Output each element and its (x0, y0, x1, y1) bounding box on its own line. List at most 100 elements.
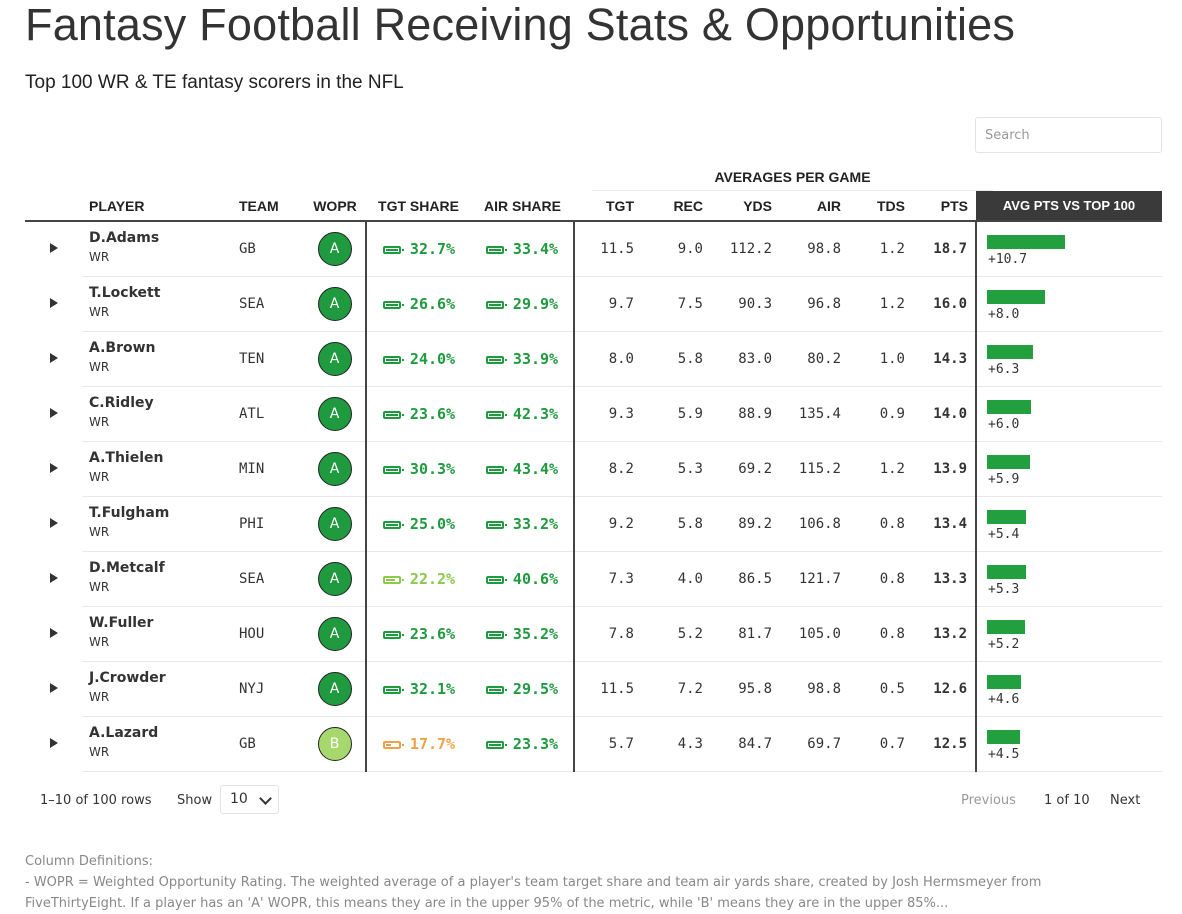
col-header-wopr[interactable]: WOPR (304, 191, 366, 222)
col-header-yds[interactable]: YDS (711, 191, 780, 222)
table-row: A.Lazard WR GB B 17.7% 23.3% 5.7 4.3 84.… (25, 716, 1162, 772)
col-header-player[interactable]: PLAYER (82, 191, 239, 222)
triangle-right-icon[interactable] (49, 518, 58, 528)
wopr-cell: A (304, 551, 366, 607)
expand-cell[interactable] (25, 332, 82, 387)
triangle-right-icon[interactable] (49, 463, 58, 473)
col-header-air[interactable]: AIR (780, 191, 849, 222)
col-header-tds[interactable]: TDS (849, 191, 913, 222)
player-name: D.Metcalf (89, 560, 165, 576)
page-size-select[interactable]: 10 (220, 785, 279, 814)
avg-pts-value: +5.3 (988, 582, 1020, 597)
expand-cell[interactable] (25, 552, 82, 607)
avg-pts-bar (987, 345, 1033, 359)
pts-cell: 18.7 (913, 221, 977, 277)
pts-cell: 13.9 (913, 441, 977, 497)
col-header-tgt-share[interactable]: TGT SHARE (366, 191, 471, 222)
tgt-share-value: 17.7% (409, 735, 456, 753)
tgt-share-value: 24.0% (409, 350, 456, 368)
wopr-grade-badge: A (317, 617, 352, 651)
team-cell: HOU (239, 606, 304, 662)
expand-cell[interactable] (25, 387, 82, 442)
triangle-right-icon[interactable] (49, 243, 58, 254)
previous-page-button[interactable]: Previous (961, 793, 1016, 808)
triangle-right-icon[interactable] (49, 573, 58, 583)
wopr-cell: A (304, 496, 366, 552)
air-share-cell: 43.4% (471, 441, 575, 497)
avg-pts-value: +6.0 (988, 417, 1020, 432)
tgt-cell: 8.2 (574, 441, 642, 497)
table-row: D.Metcalf WR SEA A 22.2% 40.6% 7.3 4.0 8… (25, 551, 1162, 607)
player-cell: T.Fulgham WR (82, 496, 239, 552)
pts-cell: 13.4 (913, 496, 977, 552)
team-cell: MIN (239, 441, 304, 497)
col-header-pts[interactable]: PTS (913, 191, 976, 222)
tgt-share-cell: 30.3% (365, 441, 471, 497)
page-title: Fantasy Football Receiving Stats & Oppor… (25, 0, 1016, 50)
battery-icon (485, 520, 507, 529)
tds-cell: 1.2 (849, 221, 913, 277)
air-cell: 105.0 (780, 606, 849, 662)
avg-pts-vs-top-100-cell: +4.6 (976, 661, 1162, 717)
player-cell: T.Lockett WR (82, 276, 239, 332)
air-share-value: 42.3% (512, 405, 559, 423)
player-name: A.Lazard (89, 725, 159, 741)
expand-cell[interactable] (25, 277, 82, 332)
expand-cell[interactable] (25, 662, 82, 717)
definitions-wopr-line-2: FiveThirtyEight. If a player has an 'A' … (25, 896, 949, 911)
col-header-tgt[interactable]: TGT (574, 191, 642, 222)
avg-pts-vs-top-100-cell: +5.9 (976, 441, 1162, 497)
definitions-wopr-line: - WOPR = Weighted Opportunity Rating. Th… (25, 875, 1042, 890)
player-position: WR (89, 635, 110, 649)
expand-cell[interactable] (25, 442, 82, 497)
battery-icon (485, 685, 507, 694)
yds-cell: 95.8 (711, 661, 780, 717)
air-share-value: 23.3% (512, 735, 559, 753)
battery-icon (485, 740, 507, 749)
player-cell: W.Fuller WR (82, 606, 239, 662)
col-header-team[interactable]: TEAM (239, 191, 304, 222)
col-header-avg-pts-vs-top-100[interactable]: AVG PTS VS TOP 100 (976, 191, 1162, 222)
air-cell: 115.2 (780, 441, 849, 497)
tgt-cell: 7.8 (574, 606, 642, 662)
triangle-right-icon[interactable] (49, 408, 58, 418)
triangle-right-icon[interactable] (49, 353, 58, 363)
triangle-right-icon[interactable] (49, 628, 58, 638)
next-page-button[interactable]: Next (1110, 793, 1141, 808)
tgt-cell: 9.3 (574, 386, 642, 442)
table-row: T.Fulgham WR PHI A 25.0% 33.2% 9.2 5.8 8… (25, 496, 1162, 552)
page-size-label: Show (177, 793, 213, 808)
player-cell: J.Crowder WR (82, 661, 239, 717)
expand-cell[interactable] (25, 497, 82, 552)
avg-pts-value: +6.3 (988, 362, 1020, 377)
tgt-share-value: 32.7% (409, 240, 456, 258)
team-cell: PHI (239, 496, 304, 552)
rec-cell: 9.0 (642, 221, 711, 277)
definitions-heading: Column Definitions: (25, 854, 154, 869)
expand-cell[interactable] (25, 221, 82, 277)
row-info: 1–10 of 100 rows (40, 793, 152, 808)
tgt-share-cell: 25.0% (365, 496, 471, 552)
player-position: WR (89, 415, 110, 429)
expand-cell[interactable] (25, 717, 82, 772)
air-cell: 80.2 (780, 331, 849, 387)
pts-cell: 16.0 (913, 276, 977, 332)
player-position: WR (89, 690, 110, 704)
triangle-right-icon[interactable] (49, 683, 58, 693)
battery-icon (382, 630, 404, 639)
col-header-rec[interactable]: REC (642, 191, 711, 222)
tgt-cell: 5.7 (574, 716, 642, 772)
col-header-air-share[interactable]: AIR SHARE (471, 191, 574, 222)
pts-cell: 14.3 (913, 331, 977, 387)
pts-cell: 12.5 (913, 716, 977, 772)
yds-cell: 69.2 (711, 441, 780, 497)
wopr-grade-badge: A (317, 562, 352, 596)
triangle-right-icon[interactable] (49, 298, 58, 308)
expand-cell[interactable] (25, 607, 82, 662)
tgt-share-value: 25.0% (409, 515, 456, 533)
wopr-cell: A (304, 221, 366, 277)
triangle-right-icon[interactable] (49, 738, 58, 748)
avg-pts-vs-top-100-cell: +10.7 (976, 221, 1162, 277)
rec-cell: 5.9 (642, 386, 711, 442)
search-input[interactable] (975, 117, 1162, 153)
